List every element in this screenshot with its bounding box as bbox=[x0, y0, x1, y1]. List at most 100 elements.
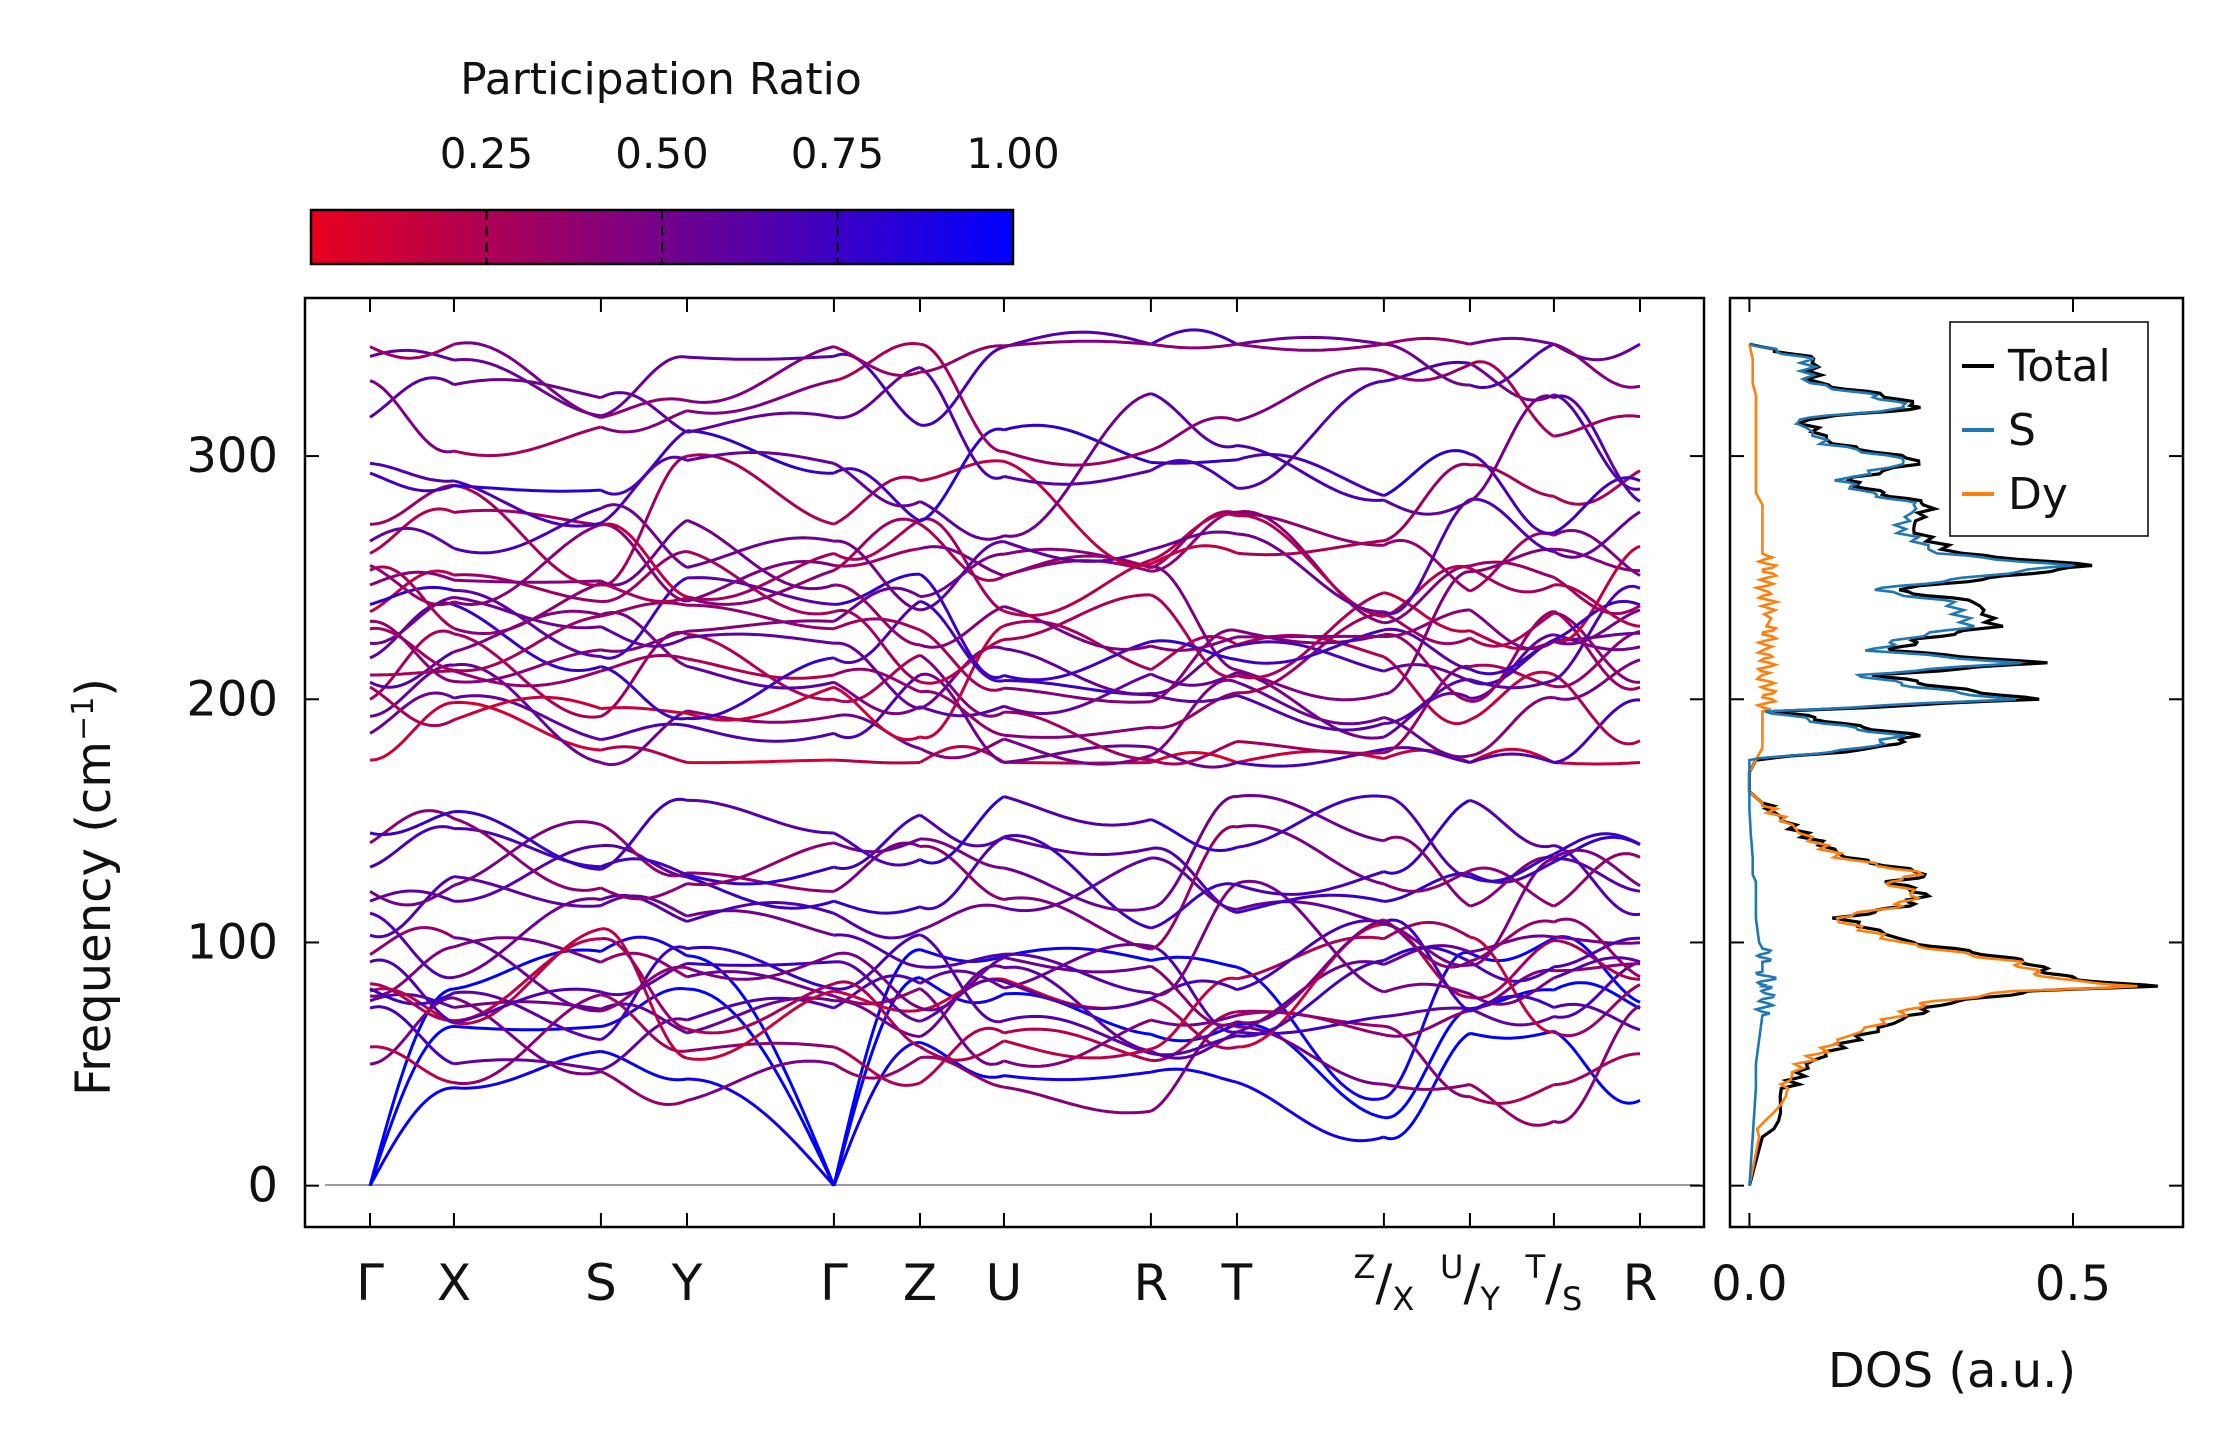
phonon-branch bbox=[1383, 627, 1471, 671]
phonon-branch bbox=[1003, 392, 1152, 538]
phonon-branch bbox=[1236, 444, 1384, 502]
phonon-branch bbox=[1150, 740, 1238, 766]
phonon-branch bbox=[1150, 997, 1238, 1050]
phonon-branch bbox=[686, 841, 835, 886]
phonon-branch bbox=[1553, 1052, 1641, 1087]
phonon-branch bbox=[1553, 935, 1641, 945]
phonon-branch bbox=[453, 936, 601, 1013]
phonon-branch bbox=[686, 987, 836, 1187]
colorbar-tick-label: 0.75 bbox=[791, 129, 885, 178]
phonon-branch bbox=[369, 342, 455, 360]
phonon-branch bbox=[368, 1024, 455, 1187]
phonon-branch bbox=[600, 601, 688, 618]
phonon-branch bbox=[600, 882, 688, 901]
phonon-branch bbox=[686, 632, 834, 702]
phonon-branch bbox=[686, 518, 835, 591]
phonon-branch bbox=[1553, 599, 1641, 642]
phonon-branch bbox=[832, 948, 921, 1187]
phonon-branch bbox=[1236, 793, 1385, 843]
phonon-branch bbox=[1383, 1082, 1471, 1091]
phonon-branch bbox=[453, 694, 602, 742]
phonon-branch bbox=[453, 1024, 601, 1032]
phonon-branch bbox=[1003, 833, 1152, 930]
phonon-branch bbox=[600, 523, 688, 603]
phonon-branch bbox=[686, 909, 835, 937]
phonon-branch bbox=[833, 467, 921, 523]
phonon-branch bbox=[919, 956, 1005, 1012]
phonon-branch bbox=[1003, 942, 1152, 990]
phonon-branch bbox=[1150, 1067, 1238, 1084]
phonon-branch bbox=[1236, 693, 1385, 732]
phonon-branch bbox=[369, 570, 455, 587]
phonon-branch bbox=[600, 986, 688, 1028]
phonon-branch bbox=[600, 391, 688, 434]
band-y-tick-label: 100 bbox=[186, 914, 278, 970]
phonon-branch bbox=[1469, 935, 1554, 1034]
phonon-branch bbox=[1236, 900, 1385, 926]
phonon-branch bbox=[453, 614, 602, 673]
phonon-branch bbox=[600, 429, 688, 496]
phonon-branch bbox=[369, 595, 455, 646]
phonon-branch bbox=[1236, 959, 1385, 1038]
phonon-branch bbox=[919, 689, 1005, 737]
phonon-branch bbox=[1553, 832, 1641, 856]
phonon-branch bbox=[919, 987, 1005, 1066]
phonon-branch bbox=[919, 737, 1005, 760]
phonon-branch bbox=[1553, 1002, 1641, 1032]
phonon-branch bbox=[1469, 934, 1555, 954]
legend-label-total: Total bbox=[2007, 341, 2111, 392]
phonon-branch bbox=[687, 603, 834, 631]
phonon-branch bbox=[686, 945, 835, 991]
phonon-branch bbox=[1003, 725, 1152, 739]
phonon-branch bbox=[1383, 539, 1471, 593]
phonon-branch bbox=[833, 813, 921, 870]
phonon-branch bbox=[919, 653, 1005, 718]
phonon-branch bbox=[1003, 339, 1152, 348]
phonon-branch bbox=[600, 581, 688, 603]
colorbar-tick-label: 1.00 bbox=[966, 129, 1060, 178]
phonon-branch bbox=[1383, 342, 1470, 387]
phonon-branch bbox=[1469, 497, 1555, 554]
phonon-branch bbox=[1469, 857, 1555, 967]
phonon-branch bbox=[1236, 532, 1384, 614]
dos-x-axis-label: DOS (a.u.) bbox=[1828, 1343, 2076, 1399]
phonon-branch bbox=[1383, 715, 1471, 759]
band-x-tick-label: R bbox=[1623, 1254, 1658, 1312]
phonon-branch bbox=[686, 989, 835, 1061]
phonon-branch bbox=[1553, 956, 1641, 980]
phonon-branch bbox=[919, 599, 1005, 683]
phonon-branch bbox=[369, 376, 455, 419]
phonon-branch bbox=[1553, 584, 1641, 682]
phonon-branch bbox=[370, 669, 454, 677]
phonon-branch bbox=[453, 820, 602, 887]
phonon-branch bbox=[453, 479, 602, 528]
phonon-branch bbox=[453, 662, 602, 764]
phonon-branch bbox=[1553, 393, 1641, 491]
phonon-branch bbox=[369, 585, 455, 606]
colorbar: Participation Ratio 0.25 0.50 0.75 1.00 bbox=[309, 54, 1060, 266]
phonon-branch bbox=[833, 572, 920, 606]
phonon-branch bbox=[1383, 922, 1471, 968]
phonon-branch bbox=[686, 656, 835, 721]
phonon-branch bbox=[369, 884, 455, 907]
phonon-branch bbox=[1150, 818, 1238, 853]
dos-curves bbox=[1747, 342, 2158, 1187]
phonon-branch bbox=[1553, 960, 1641, 1019]
phonon-branch bbox=[1553, 414, 1641, 438]
phonon-branch bbox=[1003, 946, 1152, 962]
phonon-branch bbox=[1150, 392, 1238, 449]
phonon-branch bbox=[919, 903, 1005, 932]
colorbar-tick-label: 0.50 bbox=[615, 129, 709, 178]
phonon-branch bbox=[1003, 866, 1152, 912]
phonon-branch bbox=[1003, 1014, 1152, 1055]
phonon-branch bbox=[369, 911, 455, 980]
phonon-branch bbox=[600, 706, 688, 715]
phonon-branch bbox=[1469, 919, 1555, 963]
phonon-branch bbox=[1469, 531, 1555, 593]
phonon-branch bbox=[1553, 576, 1641, 616]
phonon-branch bbox=[1003, 459, 1152, 568]
phonon-branch bbox=[1383, 1024, 1470, 1099]
legend-label-s: S bbox=[2008, 405, 2036, 456]
